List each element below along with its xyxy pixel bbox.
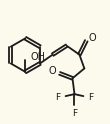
Text: F: F — [88, 93, 93, 102]
Text: O: O — [48, 66, 56, 76]
Text: F: F — [56, 93, 61, 102]
Text: F: F — [72, 109, 77, 118]
Text: O: O — [88, 33, 96, 43]
Text: OH: OH — [30, 52, 45, 62]
